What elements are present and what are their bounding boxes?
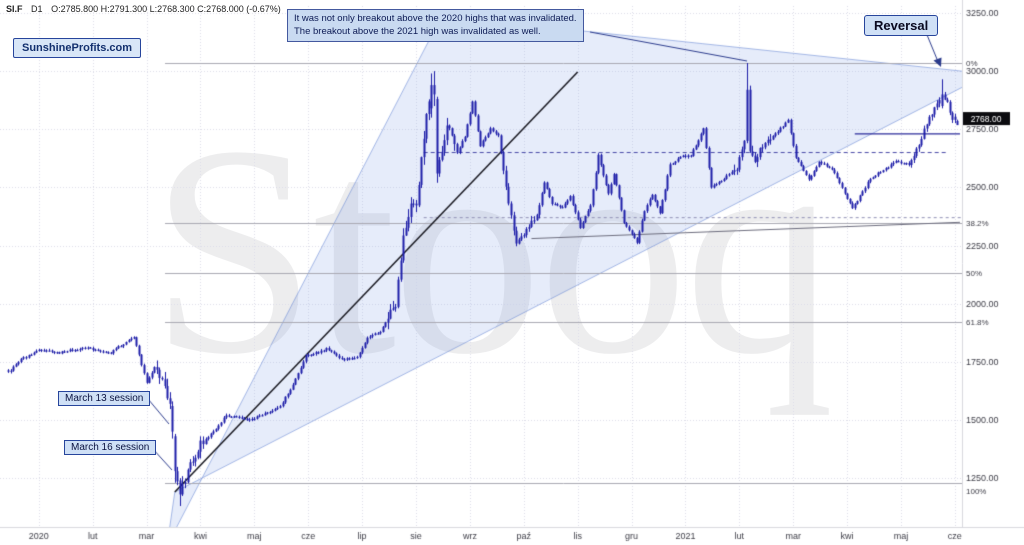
march16-session-label: March 16 session: [64, 440, 157, 455]
reversal-label: Reversal: [864, 15, 939, 36]
ohlc-readout: O:2785.800 H:2791.300 L:2768.300 C:2768.…: [51, 4, 281, 14]
symbol-label: SI.F: [6, 4, 23, 14]
invalidation-note-line1: It was not only breakout above the 2020 …: [294, 13, 577, 24]
sunshineprofits-badge: SunshineProfits.com: [13, 38, 142, 58]
interval-label: D1: [31, 4, 43, 14]
quote-info: SI.F D1 O:2785.800 H:2791.300 L:2768.300…: [6, 4, 287, 14]
invalidation-note-line2: The breakout above the 2021 high was inv…: [294, 26, 541, 38]
invalidation-note: It was not only breakout above the 2020 …: [287, 9, 584, 42]
march13-session-label: March 13 session: [58, 391, 151, 406]
